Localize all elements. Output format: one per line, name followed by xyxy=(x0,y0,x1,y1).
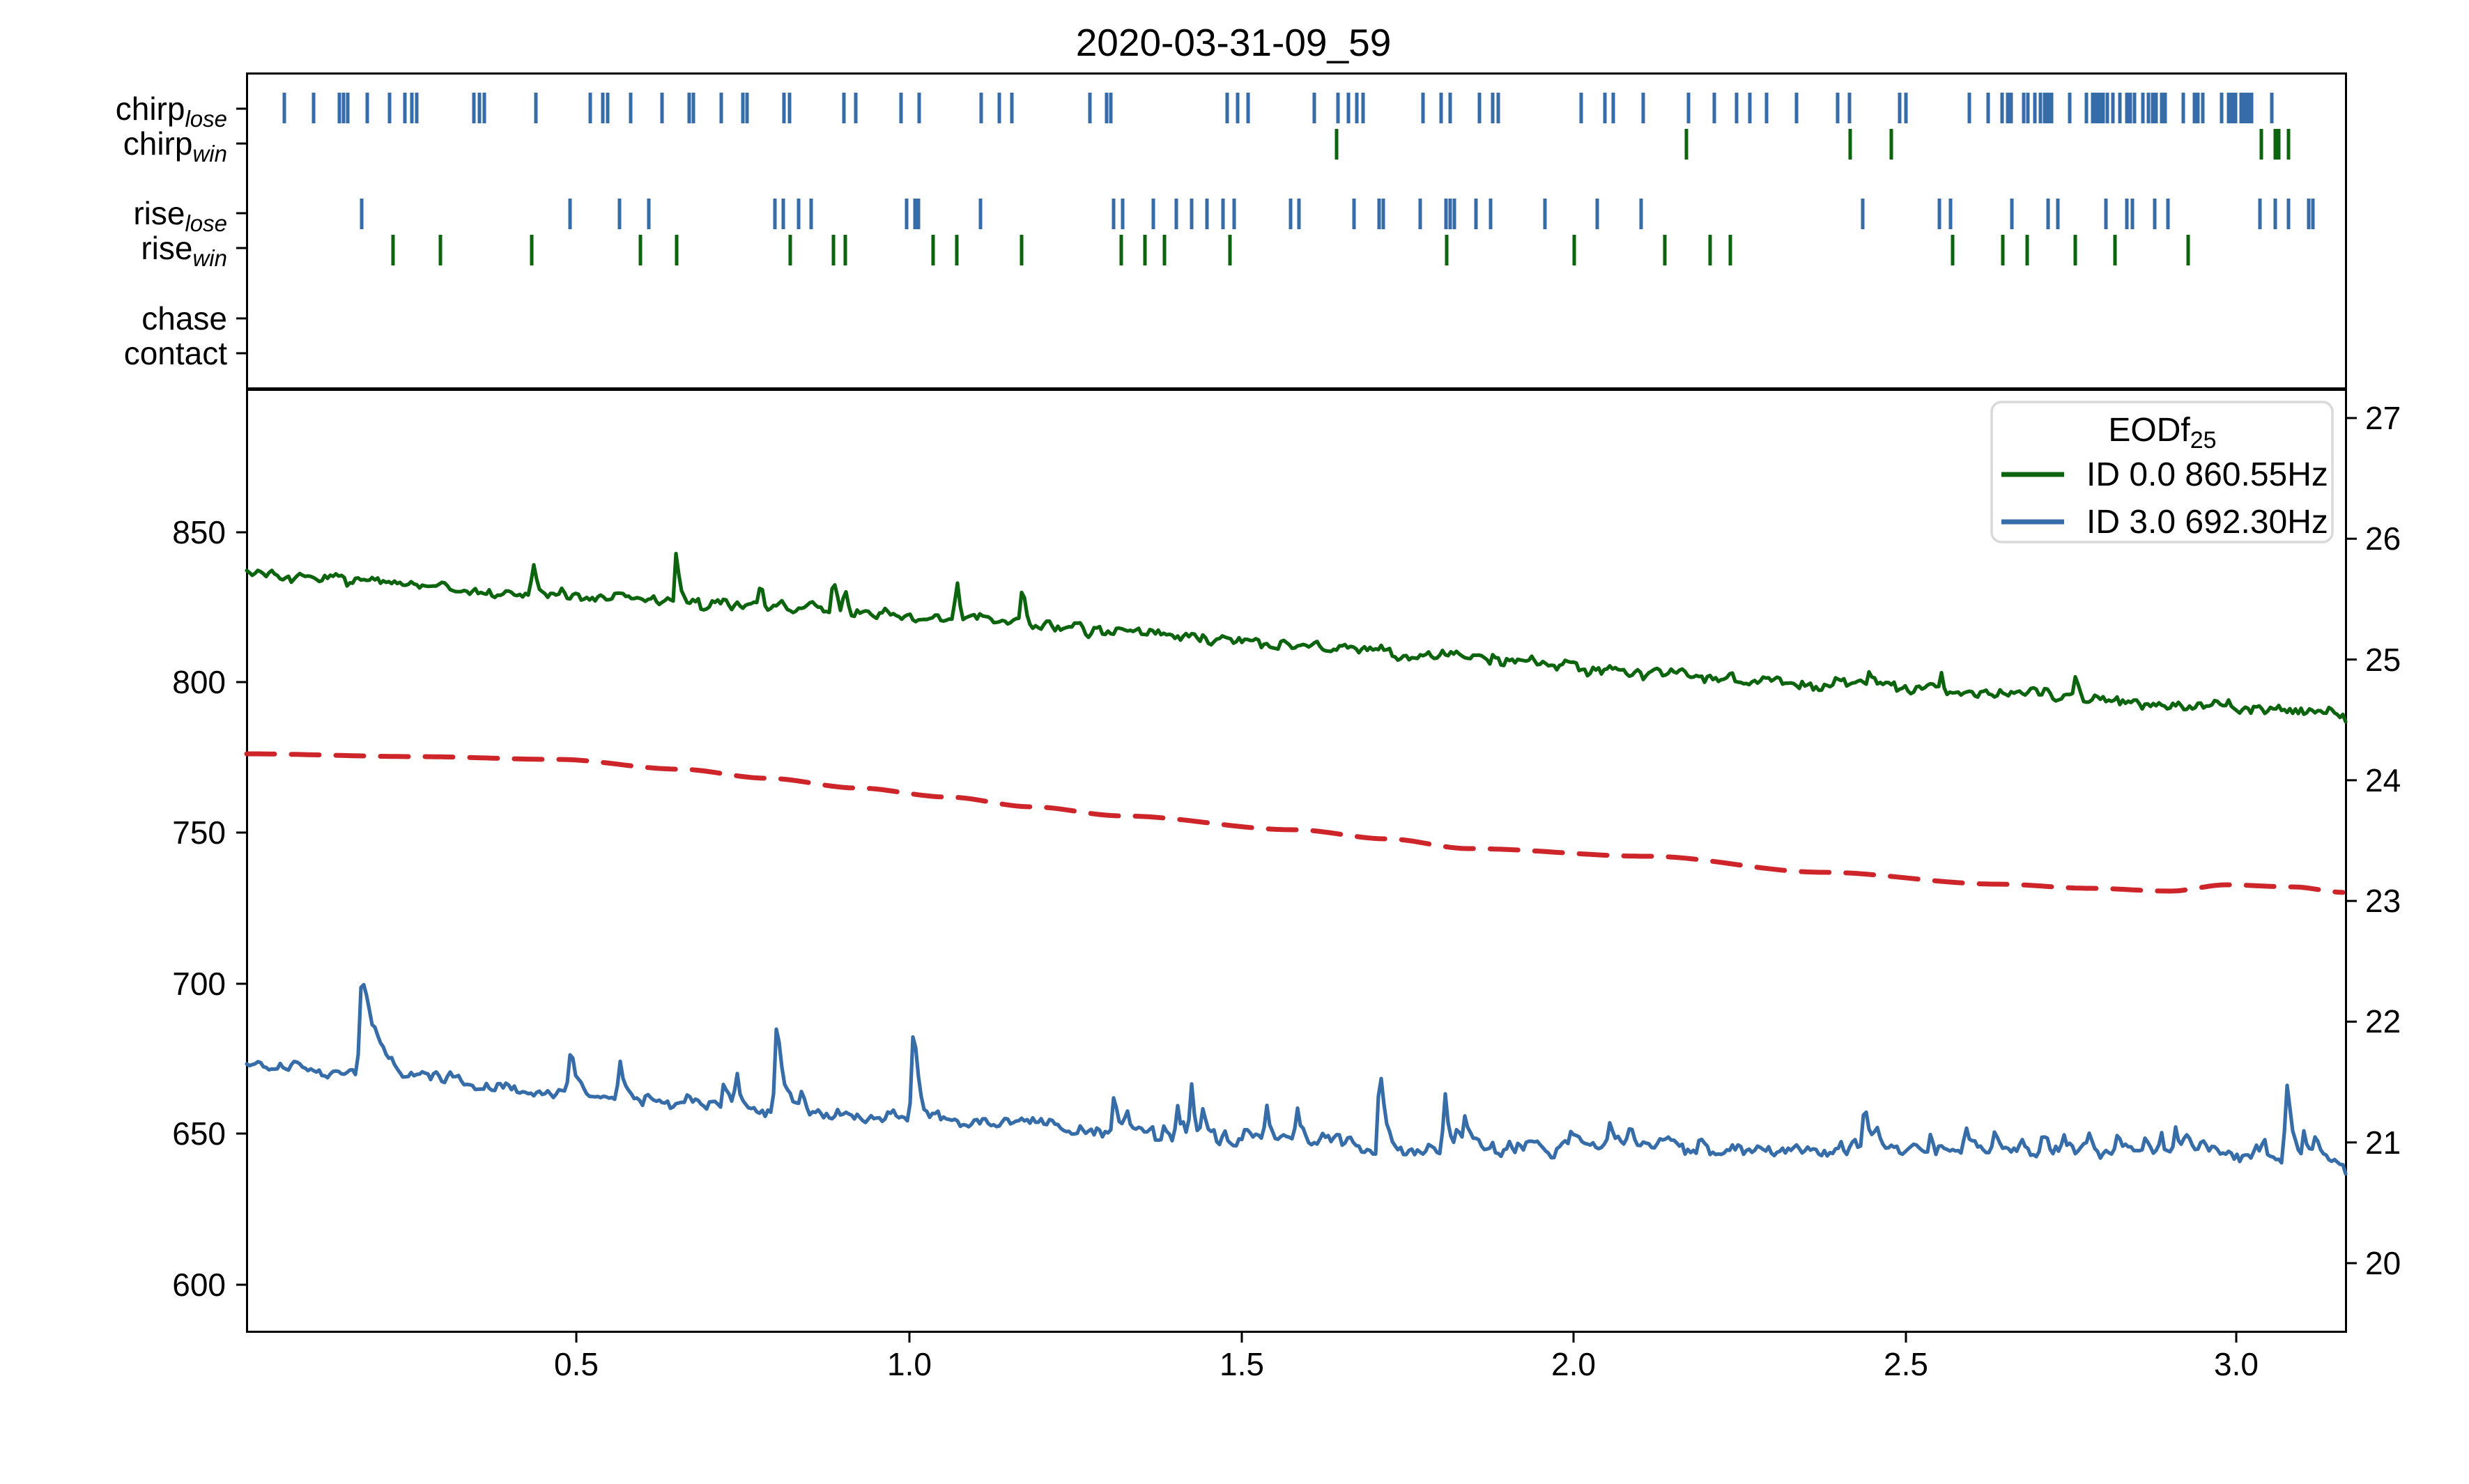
svg-text:ID 0.0 860.55Hz: ID 0.0 860.55Hz xyxy=(2086,456,2328,493)
svg-text:26: 26 xyxy=(2365,520,2401,557)
svg-text:700: 700 xyxy=(172,966,226,1002)
svg-text:2020-03-31-09_59: 2020-03-31-09_59 xyxy=(1076,21,1392,64)
svg-text:3.0: 3.0 xyxy=(2214,1346,2259,1382)
svg-text:1.0: 1.0 xyxy=(887,1346,932,1382)
svg-text:1.5: 1.5 xyxy=(1220,1346,1264,1382)
svg-text:24: 24 xyxy=(2365,762,2401,798)
svg-text:850: 850 xyxy=(172,514,226,550)
svg-text:20: 20 xyxy=(2365,1245,2401,1281)
svg-text:23: 23 xyxy=(2365,883,2401,919)
svg-text:2.0: 2.0 xyxy=(1551,1346,1596,1382)
svg-text:chirplose: chirplose xyxy=(116,91,227,132)
svg-text:contact: contact xyxy=(124,335,228,371)
svg-text:22: 22 xyxy=(2365,1003,2401,1039)
svg-text:750: 750 xyxy=(172,814,226,851)
svg-text:27: 27 xyxy=(2365,400,2401,436)
svg-text:25: 25 xyxy=(2365,642,2401,678)
svg-text:0.5: 0.5 xyxy=(554,1346,599,1382)
svg-text:ID 3.0 692.30Hz: ID 3.0 692.30Hz xyxy=(2086,504,2328,541)
svg-text:650: 650 xyxy=(172,1115,226,1152)
svg-text:chase: chase xyxy=(141,300,227,337)
svg-text:800: 800 xyxy=(172,664,226,700)
svg-text:21: 21 xyxy=(2365,1124,2401,1161)
svg-text:600: 600 xyxy=(172,1267,226,1303)
svg-text:2.5: 2.5 xyxy=(1884,1346,1928,1382)
